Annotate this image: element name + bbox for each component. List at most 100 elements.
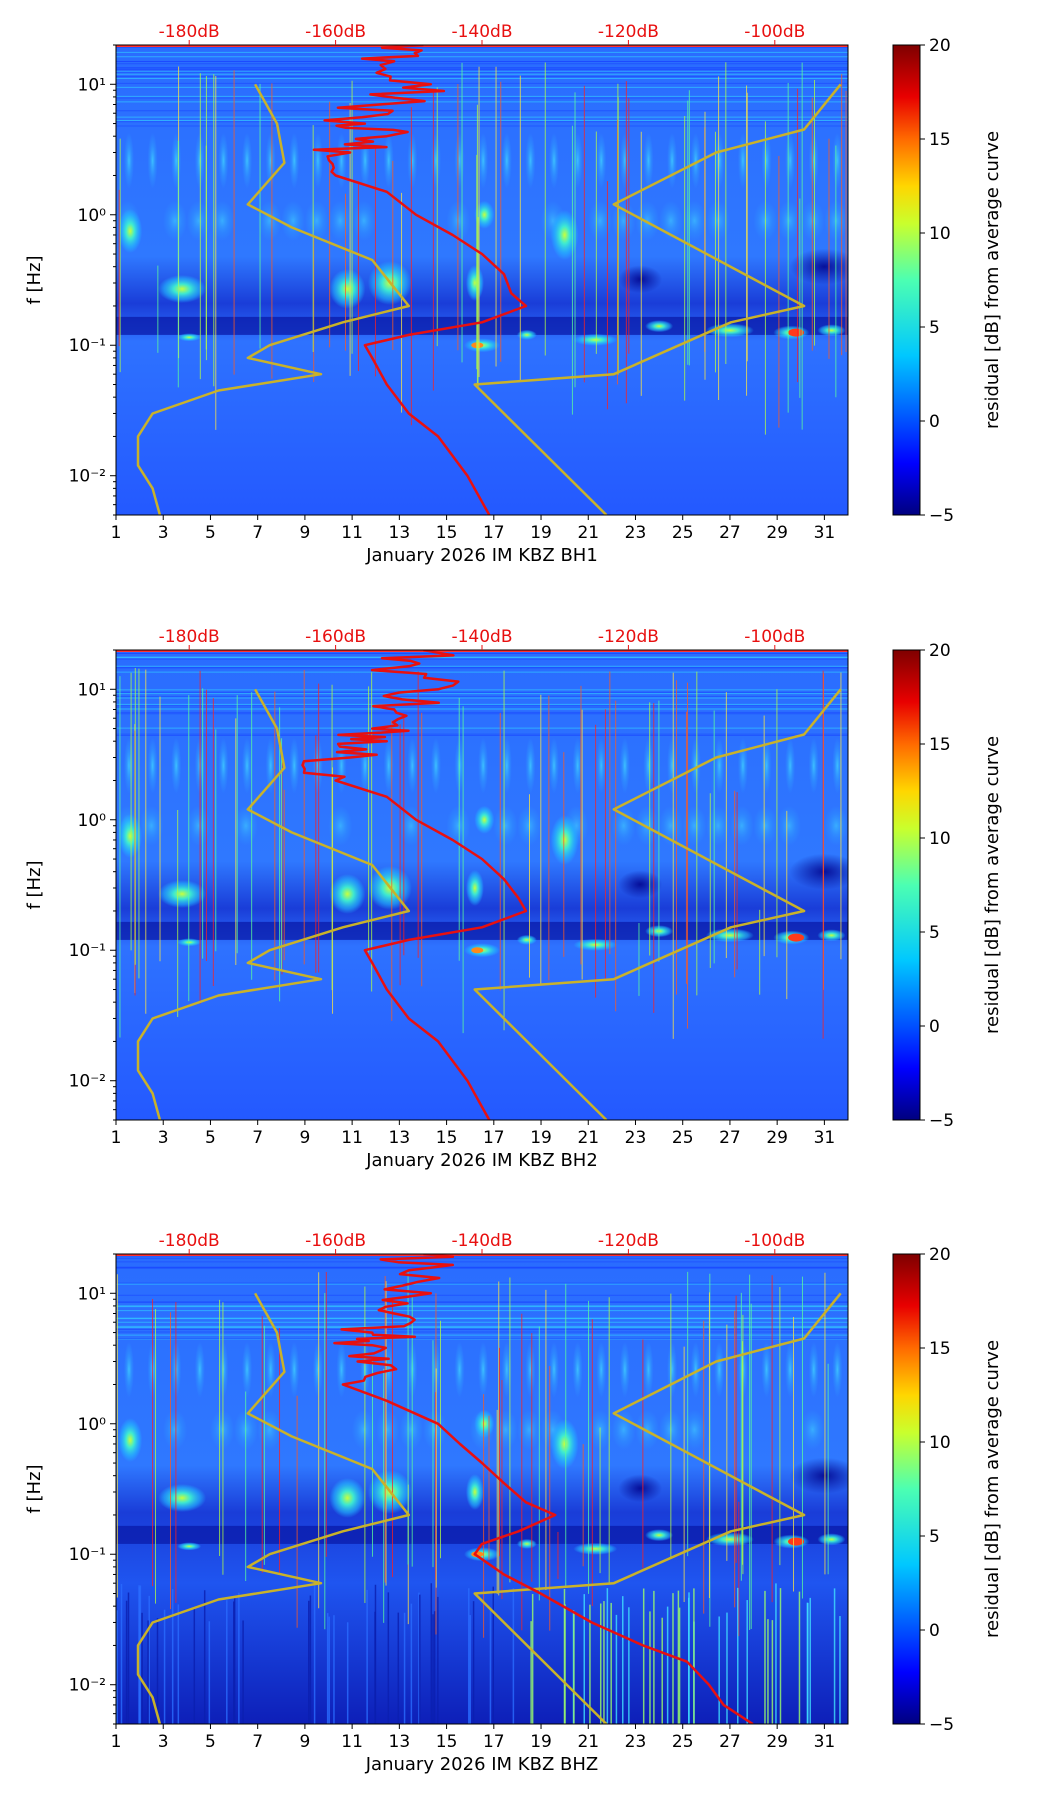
daily-noise	[210, 1409, 235, 1450]
colorbar-tick-label: −5	[929, 506, 954, 526]
y-tick-label: 10¹	[78, 75, 106, 95]
x-tick-label: 17	[483, 523, 505, 543]
daily-noise	[714, 737, 725, 794]
microseism-blob	[550, 209, 579, 260]
daily-noise	[454, 1341, 465, 1398]
daily-noise	[729, 805, 754, 846]
daily-noise	[407, 132, 418, 189]
daily-noise	[454, 132, 465, 189]
daily-noise	[525, 737, 536, 794]
spectrogram-image	[116, 45, 848, 515]
microseism-band	[645, 320, 674, 333]
colorbar-gradient	[892, 44, 921, 516]
top-tick-label: -120dB	[598, 1231, 659, 1251]
x-tick-label: 27	[719, 1128, 741, 1148]
y-tick-label: 10⁰	[78, 1415, 107, 1435]
daily-noise	[667, 132, 678, 189]
top-tick-label: -100dB	[744, 627, 805, 647]
daily-noise	[682, 200, 707, 241]
median-psd-curve	[301, 650, 528, 1120]
daily-noise	[611, 805, 636, 846]
colorbar-tick-label: −5	[929, 1715, 954, 1735]
colorbar-tick-label: 10	[929, 829, 951, 849]
top-tick-label: -140dB	[451, 22, 512, 42]
daily-noise	[312, 1341, 323, 1398]
microseism-band	[516, 934, 537, 945]
daily-noise	[596, 132, 607, 189]
daily-noise	[399, 1409, 424, 1450]
daily-noise	[163, 200, 188, 241]
colorbar-tick-label: 20	[929, 36, 951, 56]
microseism-blob	[118, 1418, 143, 1463]
x-tick-label: 7	[252, 1128, 263, 1148]
daily-noise	[123, 737, 134, 794]
y-axis-label: f [Hz]	[24, 1464, 45, 1513]
colorbar-label: residual [dB] from average curve	[982, 736, 1003, 1034]
daily-noise	[635, 200, 660, 241]
y-axis: 10⁻² 10⁻¹ 10⁰ 10¹	[69, 44, 116, 516]
daily-noise	[171, 737, 182, 794]
daily-noise	[808, 737, 819, 794]
daily-noise	[549, 1341, 560, 1398]
daily-noise	[218, 132, 229, 189]
x-tick-label: 1	[111, 523, 122, 543]
daily-noise	[761, 1341, 772, 1398]
y-axis: 10⁻² 10⁻¹ 10⁰ 10¹	[69, 1253, 116, 1725]
microseism-band	[177, 333, 202, 342]
daily-noise	[289, 132, 300, 189]
microseism-band	[516, 329, 537, 340]
microseism-blob	[465, 264, 484, 301]
y-tick-label: 10⁻²	[69, 1072, 106, 1092]
low-noise-model-curve	[136, 83, 411, 515]
hot-spot	[788, 328, 805, 337]
daily-noise	[690, 737, 701, 794]
x-tick-label: 15	[436, 523, 458, 543]
spectrogram-image	[116, 650, 848, 1120]
top-tick-label: -180dB	[159, 22, 220, 42]
daily-noise	[218, 737, 229, 794]
daily-noise	[706, 805, 731, 846]
colorbar-tick-label: 5	[929, 923, 940, 943]
daily-noise	[596, 737, 607, 794]
daily-noise	[682, 805, 707, 846]
daily-noise	[501, 1341, 512, 1398]
daily-noise	[572, 737, 583, 794]
daily-noise	[304, 200, 329, 241]
hot-spot	[788, 933, 805, 942]
dark-spot	[618, 870, 663, 899]
high-noise-model-curve	[473, 83, 842, 515]
x-tick-label: 29	[766, 1128, 788, 1148]
high-noise-model-curve	[473, 688, 842, 1120]
x-tick-label: 31	[814, 523, 836, 543]
y-axis: 10⁻² 10⁻¹ 10⁰ 10¹	[69, 649, 116, 1121]
top-tick-label: -140dB	[451, 627, 512, 647]
daily-noise	[785, 132, 796, 189]
daily-noise	[525, 132, 536, 189]
colorbar-label: residual [dB] from average curve	[982, 1340, 1003, 1638]
x-tick-label: 5	[205, 523, 216, 543]
x-tick-label: 5	[205, 1128, 216, 1148]
daily-noise	[643, 737, 654, 794]
daily-noise	[619, 132, 630, 189]
daily-noise	[430, 132, 441, 189]
daily-noise	[643, 132, 654, 189]
low-noise-model-curve	[136, 688, 411, 1120]
microseism-band	[516, 1538, 537, 1549]
x-tick-label: 15	[436, 1732, 458, 1752]
microseism-blob	[158, 274, 207, 303]
x-tick-label: 7	[252, 523, 263, 543]
colorbar-gradient	[892, 1253, 921, 1725]
colorbar-tick-label: 15	[929, 130, 951, 150]
daily-noise	[186, 200, 211, 241]
microseism-band	[817, 324, 846, 337]
daily-noise	[478, 132, 489, 189]
colorbar-tick-label: 0	[929, 1621, 940, 1641]
microseism-band	[817, 1533, 846, 1546]
x-tick-label: 1	[111, 1732, 122, 1752]
top-tick-label: -100dB	[744, 1231, 805, 1251]
microseism-blob	[118, 814, 143, 859]
y-tick-label: 10⁰	[78, 811, 107, 831]
daily-noise	[478, 737, 489, 794]
